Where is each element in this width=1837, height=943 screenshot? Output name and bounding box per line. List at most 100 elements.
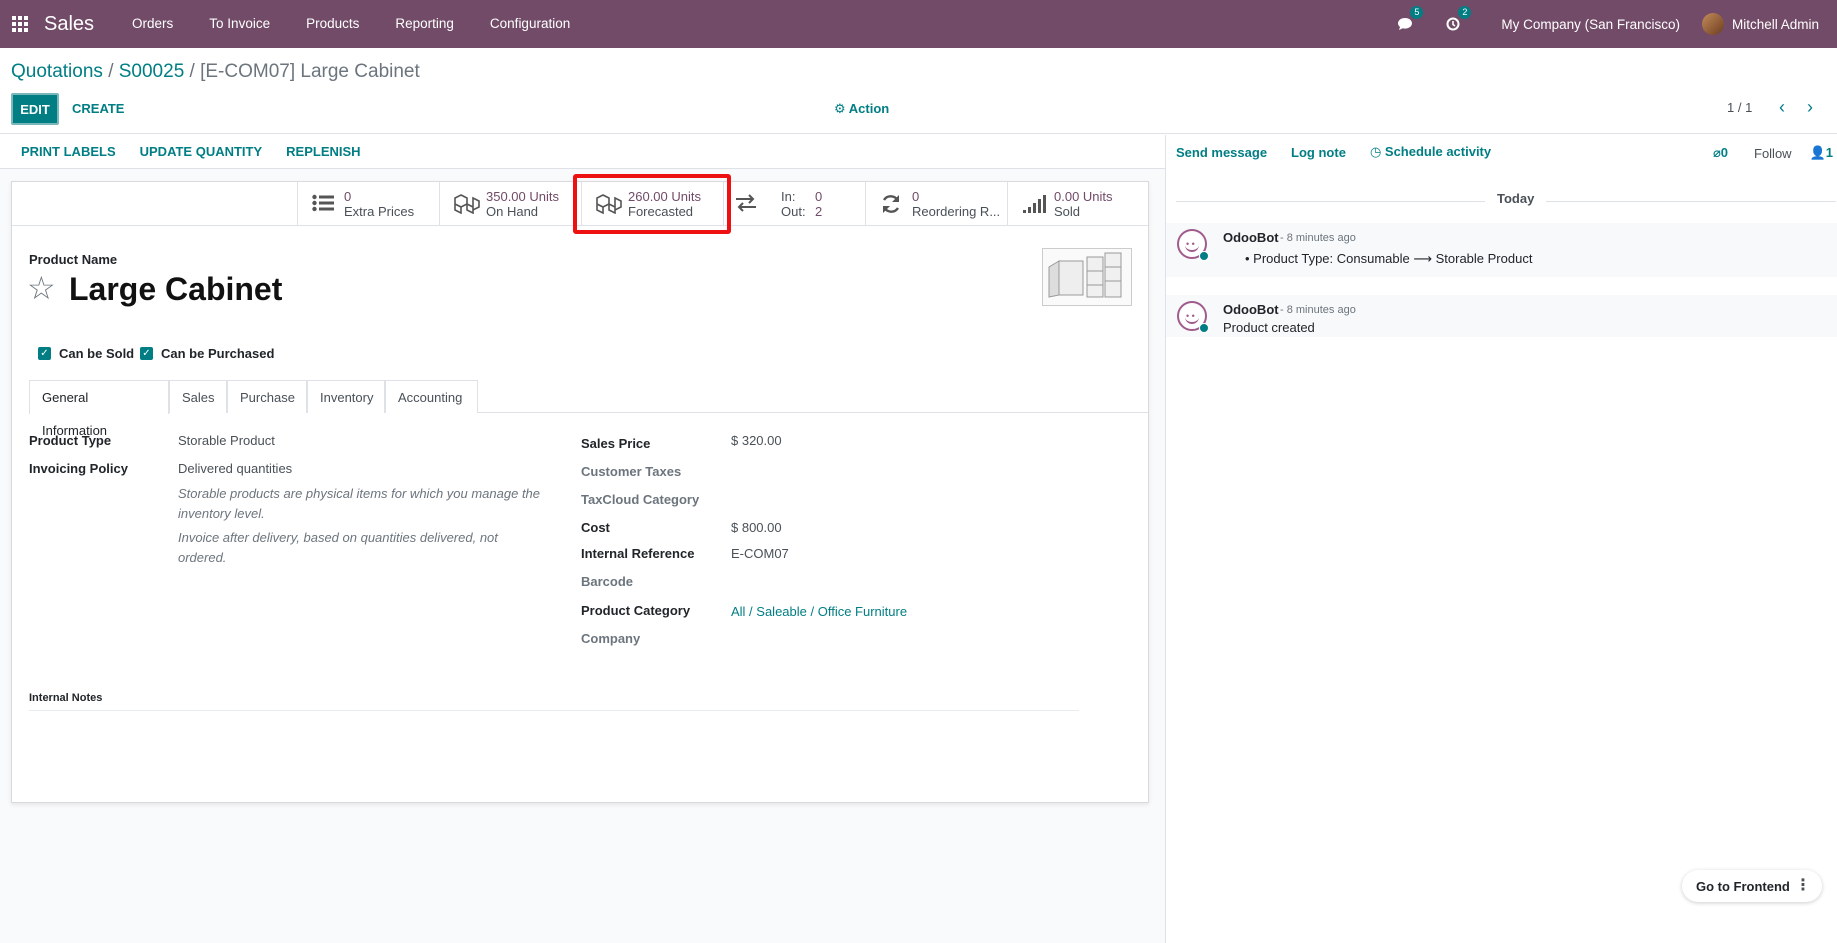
create-button[interactable]: CREATE xyxy=(72,101,125,116)
forecasted-label: Forecasted xyxy=(628,204,694,219)
chatter: Send message Log note ◷ Schedule activit… xyxy=(1165,135,1837,943)
breadcrumb-order[interactable]: S00025 xyxy=(118,61,185,82)
in-out-button[interactable]: In: 0 Out: 2 xyxy=(723,182,865,226)
menu-products[interactable]: Products xyxy=(306,16,360,31)
cost-field[interactable]: $ 800.00 xyxy=(731,520,782,535)
breadcrumb-quotations[interactable]: Quotations xyxy=(11,61,103,82)
tab-accounting[interactable]: Accounting xyxy=(385,380,478,413)
user-menu[interactable]: Mitchell Admin xyxy=(1731,16,1819,32)
message-author: OdooBot xyxy=(1223,230,1279,245)
chatter-message: • • OdooBot - 8 minutes ago • Product Ty… xyxy=(1166,223,1837,277)
update-quantity-button[interactable]: UPDATE QUANTITY xyxy=(139,144,263,159)
pager-value[interactable]: 1 / 1 xyxy=(1727,100,1753,115)
top-navbar: Sales Orders To Invoice Products Reporti… xyxy=(0,0,1837,48)
followers-button[interactable]: 👤1 xyxy=(1810,145,1833,161)
customer-taxes-label: Customer Taxes xyxy=(581,464,682,479)
extra-prices-label: Extra Prices xyxy=(344,204,415,219)
star-icon[interactable]: ☆ xyxy=(27,270,56,306)
on-hand-button[interactable]: 350.00 Units On Hand xyxy=(439,182,581,226)
invoicing-policy-help: Invoice after delivery, based on quantit… xyxy=(178,530,498,565)
in-label: In: xyxy=(781,189,796,204)
menu-to-invoice[interactable]: To Invoice xyxy=(209,16,271,31)
can-be-sold-checkbox[interactable]: ✓ Can be Sold xyxy=(38,346,134,361)
sold-button[interactable]: 0.00 Units Sold xyxy=(1007,182,1148,226)
internal-reference-label: Internal Reference xyxy=(581,546,695,561)
attachments-count: 0 xyxy=(1720,145,1728,160)
attachments-button[interactable]: ⌀0 xyxy=(1713,145,1728,161)
followers-count: 1 xyxy=(1825,145,1833,160)
reordering-label: Reordering R... xyxy=(912,204,1001,219)
menu-configuration[interactable]: Configuration xyxy=(489,16,571,31)
exchange-icon xyxy=(734,194,758,214)
product-type-field[interactable]: Storable Product xyxy=(178,433,275,448)
list-icon xyxy=(312,194,336,214)
tab-purchase[interactable]: Purchase xyxy=(227,380,307,413)
date-separator: Today xyxy=(1176,191,1836,211)
company-label: Company xyxy=(581,631,641,646)
can-be-purchased-checkbox[interactable]: ✓ Can be Purchased xyxy=(140,346,274,361)
cubes-icon xyxy=(454,194,480,215)
breadcrumb-current: [E-COM07] Large Cabinet xyxy=(200,61,420,82)
notebook-tabs: General Information Sales Purchase Inven… xyxy=(29,380,1148,438)
messages-icon[interactable]: 5 xyxy=(1395,6,1424,34)
tracking-value: • Product Type: Consumable ⟶ Storable Pr… xyxy=(1245,251,1533,266)
follow-button[interactable]: Follow xyxy=(1754,145,1792,161)
product-category-label: Product Category xyxy=(581,603,691,618)
sales-price-label: Sales Price xyxy=(581,436,651,451)
form-statusbar: PRINT LABELS UPDATE QUANTITY REPLENISH xyxy=(0,135,1165,169)
go-to-frontend-button[interactable]: Go to Frontend ⋮ xyxy=(1682,870,1822,902)
smart-buttons: 0 Extra Prices 350.00 Units On Hand 260.… xyxy=(12,182,1148,226)
activities-icon[interactable]: 2 xyxy=(1443,6,1472,34)
product-type-label: Product Type xyxy=(29,433,112,448)
chevron-left-icon[interactable]: ‹ xyxy=(1779,97,1785,117)
taxcloud-category-label: TaxCloud Category xyxy=(581,492,700,507)
message-author: OdooBot xyxy=(1223,302,1279,317)
tab-sales[interactable]: Sales xyxy=(169,380,227,413)
activities-badge: 2 xyxy=(1458,6,1472,19)
tab-inventory[interactable]: Inventory xyxy=(307,380,385,413)
tab-general-information[interactable]: General Information xyxy=(29,380,169,438)
message-date: - 8 minutes ago xyxy=(1280,232,1356,244)
internal-notes-field[interactable] xyxy=(29,710,1079,711)
can-be-sold-label: Can be Sold xyxy=(59,346,135,361)
user-avatar[interactable] xyxy=(1701,13,1724,35)
control-panel: Quotations / S00025 / [E-COM07] Large Ca… xyxy=(0,48,1837,134)
app-name[interactable]: Sales xyxy=(44,12,95,35)
breadcrumb: Quotations / S00025 / [E-COM07] Large Ca… xyxy=(11,61,420,83)
odoobot-avatar: • • xyxy=(1177,301,1209,333)
highlight-box xyxy=(573,174,731,234)
paperclip-icon: ⌀ xyxy=(1712,145,1721,160)
chatter-right-actions: ⌀0 Follow 👤1 xyxy=(1713,145,1833,161)
log-note-button[interactable]: Log note xyxy=(1291,144,1346,160)
print-labels-button[interactable]: PRINT LABELS xyxy=(21,144,116,159)
breadcrumb-separator: / xyxy=(108,61,114,82)
internal-reference-field[interactable]: E-COM07 xyxy=(731,546,789,561)
sales-price-field[interactable]: $ 320.00 xyxy=(731,433,782,448)
reordering-value: 0 xyxy=(912,189,920,204)
schedule-activity-button[interactable]: ◷ Schedule activity xyxy=(1370,144,1491,160)
form-sheet: 0 Extra Prices 350.00 Units On Hand 260.… xyxy=(11,181,1149,803)
product-category-link[interactable]: All / Saleable / Office Furniture xyxy=(731,604,908,619)
replenish-button[interactable]: REPLENISH xyxy=(286,144,361,159)
extra-prices-button[interactable]: 0 Extra Prices xyxy=(297,182,439,226)
chevron-right-icon[interactable]: › xyxy=(1807,97,1813,117)
action-dropdown[interactable]: ⚙ Action xyxy=(834,101,889,117)
company-switcher[interactable]: My Company (San Francisco) xyxy=(1501,16,1680,32)
chatter-topbar: Send message Log note ◷ Schedule activit… xyxy=(1166,135,1837,169)
out-value: 2 xyxy=(815,204,823,219)
user-icon: 👤 xyxy=(1809,145,1826,160)
menu-reporting[interactable]: Reporting xyxy=(395,16,454,31)
more-vertical-icon[interactable]: ⋮ xyxy=(1795,877,1811,894)
forecasted-button[interactable]: 260.00 Units Forecasted xyxy=(581,182,723,226)
edit-button[interactable]: EDIT xyxy=(11,93,59,125)
product-image[interactable] xyxy=(1042,248,1132,306)
menu-orders[interactable]: Orders xyxy=(132,16,174,31)
clock-icon: ◷ xyxy=(1369,144,1385,159)
send-message-button[interactable]: Send message xyxy=(1176,144,1268,160)
invoicing-policy-field[interactable]: Delivered quantities xyxy=(178,461,293,476)
apps-menu-icon[interactable] xyxy=(0,0,40,48)
schedule-activity-label: Schedule activity xyxy=(1384,144,1492,159)
reordering-rules-button[interactable]: 0 Reordering R... xyxy=(865,182,1007,226)
can-be-purchased-label: Can be Purchased xyxy=(161,346,275,361)
cubes-icon xyxy=(596,194,622,215)
